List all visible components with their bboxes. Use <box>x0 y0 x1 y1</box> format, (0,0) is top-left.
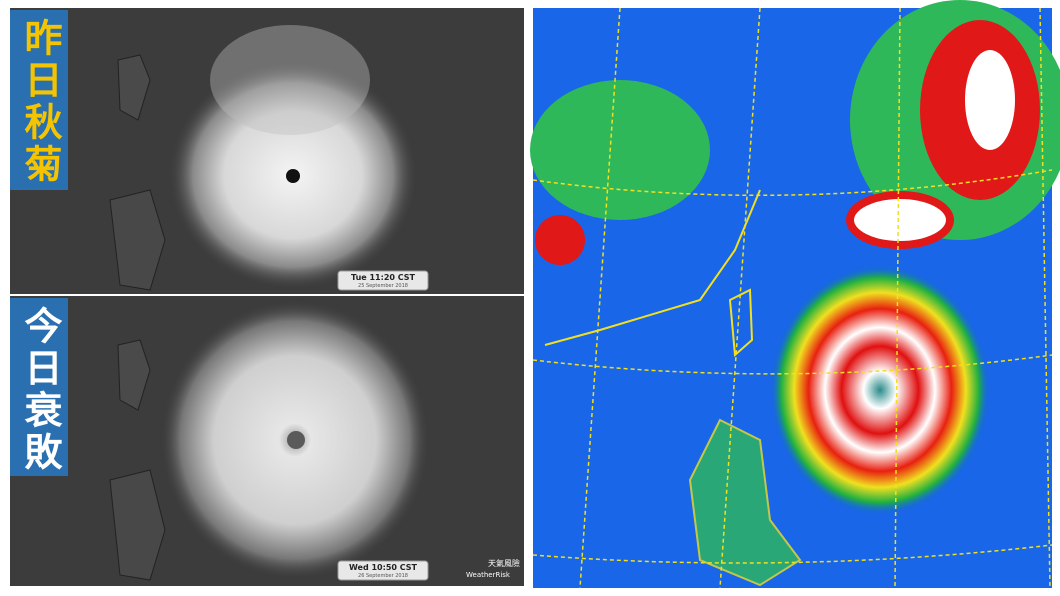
island <box>109 189 166 291</box>
cloud-band <box>210 25 370 135</box>
panel-label: 昨日秋菊 <box>18 18 62 186</box>
timestamp: Wed 10:50 CST <box>349 563 418 572</box>
island <box>117 339 151 411</box>
timestamp-box <box>337 560 429 581</box>
typhoon <box>770 265 990 515</box>
cloud-region <box>846 191 954 249</box>
panel-label: 今日衰敗 <box>18 306 62 474</box>
island <box>109 469 166 581</box>
coastline <box>544 189 761 346</box>
coastline <box>688 418 802 587</box>
typhoon-eye <box>287 431 305 449</box>
watermark-en: WeatherRisk <box>466 571 511 579</box>
timestamp: Tue 11:20 CST <box>351 273 416 282</box>
timestamp-box <box>337 270 429 291</box>
cloud-region <box>965 50 1015 150</box>
date: 25 September 2018 <box>358 283 408 289</box>
cloud-region <box>530 80 710 220</box>
label-box <box>10 298 68 476</box>
watermark: 天氣風險 <box>488 558 520 568</box>
island <box>117 54 151 121</box>
lat-lon-grid <box>532 7 1053 589</box>
date: 26 September 2018 <box>358 573 408 579</box>
typhoon-eye <box>286 169 300 183</box>
label-box <box>10 10 68 190</box>
coastline <box>728 288 754 358</box>
cloud-region <box>535 215 585 265</box>
